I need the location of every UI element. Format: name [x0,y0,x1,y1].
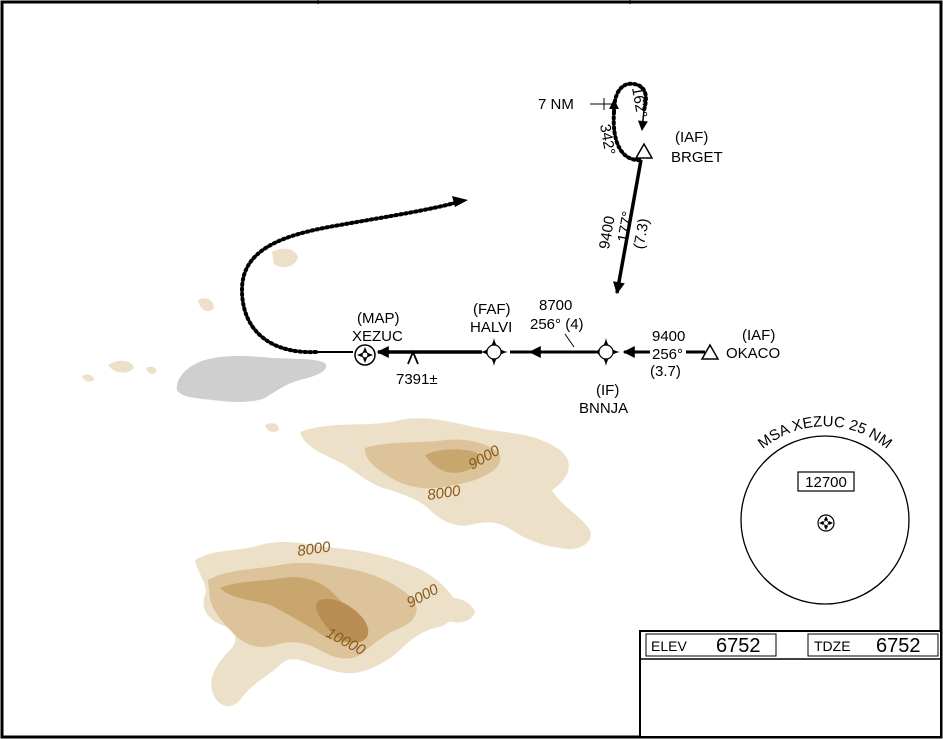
brget-segment-altitude: 9400 [596,215,619,251]
okaco-name: OKACO [726,345,780,362]
bnnja-fix-icon [592,338,620,366]
bnnja-segment-course-distance: 256° (4) [530,316,584,333]
msa-diagram: MSA XEZUC 25 NM 12700 [740,413,910,605]
holding-pattern [590,81,648,163]
bnnja-role: (IF) [596,382,619,399]
brget-role: (IAF) [675,129,708,146]
brget-to-bnnja-course-line [613,159,643,295]
brget-segment-label: 9400 177° (7.3) [596,210,653,251]
brget-segment-distance: (7.3) [631,217,653,250]
tdze-value: 6752 [876,635,921,657]
brget-segment-course: 177° [615,210,637,244]
elev-value: 6752 [716,635,761,657]
obstacle-elevation: 7391± [396,371,438,388]
okaco-segment-distance: (3.7) [650,363,681,380]
airport-elevation-box: ELEV 6752 TDZE 6752 [639,630,942,738]
tdze-label: TDZE [814,638,851,654]
missed-approach-track [239,200,460,355]
xezuc-name: XEZUC [352,328,403,345]
halvi-fix-icon [480,338,508,366]
halvi-role: (FAF) [473,301,511,318]
holding-outbound-course: 342° [596,123,618,157]
msa-altitude: 12700 [805,474,847,491]
missed-approach-arrowhead [452,196,468,207]
xezuc-fix-icon [354,344,376,366]
obstacle-icon [407,349,419,365]
okaco-segment-altitude: 9400 [652,328,685,345]
brget-triangle-icon [634,142,654,159]
water-body [176,356,327,402]
bnnja-name: BNNJA [579,400,628,417]
terrain-shading [82,248,591,707]
okaco-role: (IAF) [742,327,775,344]
brget-name: BRGET [671,149,723,166]
okaco-segment-course: 256° [652,346,683,363]
msa-center-fix-icon [817,514,835,532]
xezuc-role: (MAP) [357,310,400,327]
contour-label-8000-upper: 8000 [426,482,462,504]
halvi-name: HALVI [470,319,512,336]
contour-label-8000-lower: 8000 [296,538,332,560]
bnnja-segment-altitude: 8700 [539,297,572,314]
okaco-triangle-icon [700,343,720,360]
elev-label: ELEV [651,638,687,654]
holding-leg-length: 7 NM [538,96,574,113]
holding-inbound-course: 162° [628,86,650,120]
altitude-leader-line [564,333,575,348]
msa-altitude-box [797,471,855,492]
